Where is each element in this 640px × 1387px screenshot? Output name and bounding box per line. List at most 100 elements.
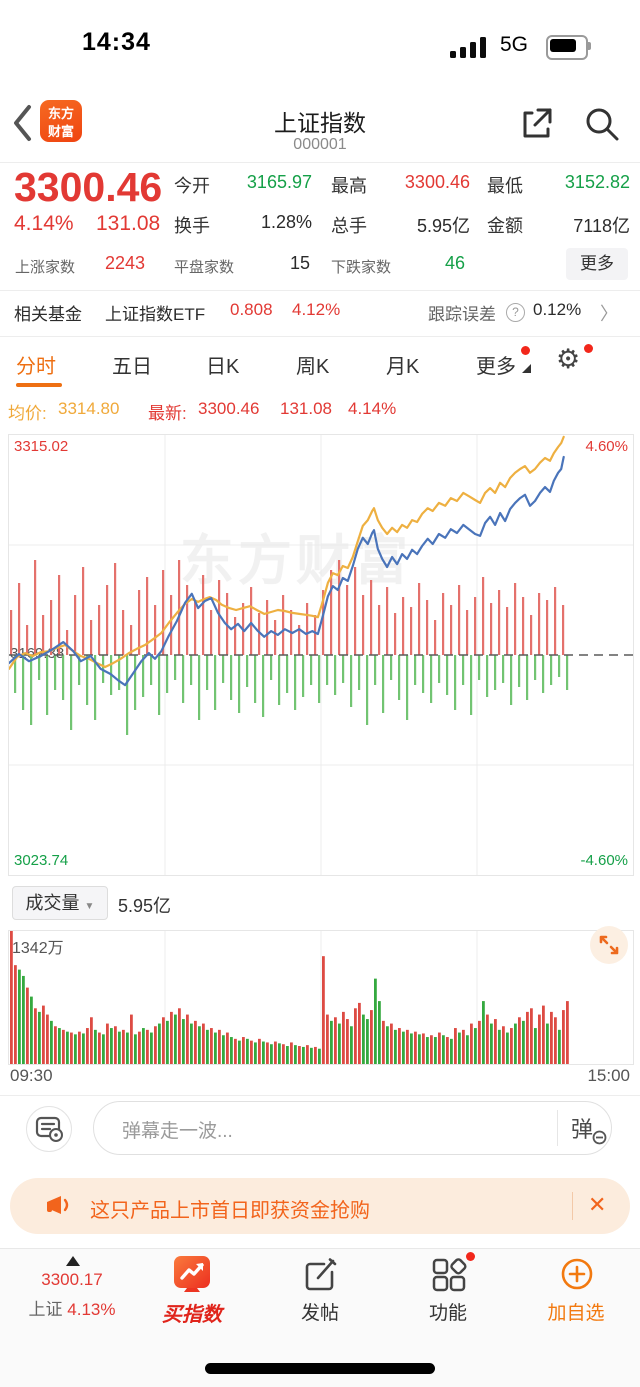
stat-label-open: 今开 xyxy=(174,176,210,196)
volume-dropdown-arrow-icon: ▼ xyxy=(84,901,95,912)
close-icon[interactable]: ✕ xyxy=(588,1192,607,1217)
nav-index-name: 上证 xyxy=(28,1300,63,1319)
features-badge xyxy=(466,1252,475,1261)
features-icon[interactable] xyxy=(430,1256,468,1294)
related-fund-price: 0.808 xyxy=(230,300,273,319)
unchanged-label: 平盘家数 xyxy=(174,259,235,276)
volume-chart[interactable] xyxy=(8,930,634,1065)
decliners-label: 下跌家数 xyxy=(331,259,392,276)
unchanged-count: 15 xyxy=(290,253,311,273)
stat-value-high: 3300.46 xyxy=(404,172,470,192)
tab-monthly-k[interactable]: 月K xyxy=(386,356,420,378)
change-percent: 4.14% xyxy=(14,212,74,235)
chevron-right-icon[interactable]: 〉 xyxy=(600,304,618,324)
last-price-label: 最新: xyxy=(148,404,187,423)
nav-index-price[interactable]: 3300.17 xyxy=(41,1270,103,1289)
stat-label-turnover: 换手 xyxy=(174,216,210,236)
tab-daily-k[interactable]: 日K xyxy=(206,356,240,378)
page-title: 上证指数 xyxy=(274,110,366,136)
stat-label-amount: 金额 xyxy=(487,216,523,236)
battery-tip xyxy=(588,42,591,50)
stat-value-amount: 7118亿 xyxy=(573,216,630,236)
advancers-label: 上涨家数 xyxy=(15,259,76,276)
stock-code: 000001 xyxy=(293,136,347,153)
divider xyxy=(0,162,640,163)
change-value: 131.08 xyxy=(96,212,161,235)
stat-label-volume: 总手 xyxy=(331,216,367,236)
divider xyxy=(0,1095,640,1096)
advancers-count: 2243 xyxy=(105,253,146,273)
add-watchlist-icon[interactable] xyxy=(559,1256,595,1292)
banner-text: 这只产品上市首日即获资金抢购 xyxy=(90,1200,370,1222)
back-button[interactable] xyxy=(12,104,34,142)
x-axis-start: 09:30 xyxy=(10,1066,53,1085)
eastmoney-logo-icon[interactable]: 东方 财富 xyxy=(40,100,82,142)
avg-price-value: 3314.80 xyxy=(58,399,120,418)
nav-features[interactable]: 功能 xyxy=(428,1303,467,1324)
divider xyxy=(0,336,640,337)
megaphone-icon xyxy=(44,1192,74,1220)
divider xyxy=(572,1192,573,1220)
nav-add-watchlist[interactable]: 加自选 xyxy=(547,1303,605,1324)
related-fund-name[interactable]: 上证指数ETF xyxy=(105,305,206,324)
last-change-value: 131.08 xyxy=(280,399,332,418)
comment-placeholder: 弹幕走一波... xyxy=(122,1121,233,1142)
gear-icon[interactable]: ⚙ xyxy=(556,344,581,374)
comment-input[interactable] xyxy=(93,1101,612,1155)
chart-max-label: 3315.02 xyxy=(14,438,69,455)
tracking-error-label: 跟踪误差 xyxy=(428,305,496,324)
battery-icon xyxy=(546,35,588,60)
tab-minute[interactable]: 分时 xyxy=(16,356,56,378)
post-icon[interactable] xyxy=(302,1256,340,1294)
volume-max-label: 1342万 xyxy=(12,940,64,957)
tab-weekly-k[interactable]: 周K xyxy=(296,356,330,378)
stat-label-low: 最低 xyxy=(487,176,523,196)
danmaku-send-button[interactable]: 弹 xyxy=(571,1117,594,1142)
nav-index-row[interactable]: 上证 4.13% xyxy=(14,1295,130,1320)
related-fund-pct: 4.12% xyxy=(292,300,341,319)
stat-value-turnover: 1.28% xyxy=(260,212,312,232)
nav-index-pct: 4.13% xyxy=(67,1300,116,1319)
decliners-count: 46 xyxy=(445,253,466,273)
search-icon[interactable] xyxy=(584,106,620,142)
danmaku-settings-icon[interactable] xyxy=(26,1106,72,1152)
network-type: 5G xyxy=(500,33,529,56)
buy-index-icon[interactable] xyxy=(170,1254,214,1296)
home-indicator[interactable] xyxy=(205,1363,435,1374)
tab-more[interactable]: 更多 xyxy=(476,356,516,378)
more-tab-badge xyxy=(521,346,530,355)
question-icon[interactable]: ? xyxy=(506,303,525,322)
related-fund-label: 相关基金 xyxy=(14,305,82,324)
volume-selector-button[interactable]: 成交量 ▼ xyxy=(12,886,108,920)
settings-badge xyxy=(584,344,593,353)
stat-label-high: 最高 xyxy=(331,176,367,196)
stat-value-volume: 5.95亿 xyxy=(416,216,470,236)
current-price: 3300.46 xyxy=(14,164,163,210)
chart-max-pct: 4.60% xyxy=(585,438,628,455)
stat-value-open: 3165.97 xyxy=(246,172,312,192)
status-time: 14:34 xyxy=(82,28,151,56)
tab-5day[interactable]: 五日 xyxy=(112,356,152,378)
divider xyxy=(557,1110,558,1146)
price-chart[interactable] xyxy=(8,434,634,876)
last-change-pct: 4.14% xyxy=(348,399,397,418)
nav-post[interactable]: 发帖 xyxy=(300,1303,339,1324)
tracking-error-value: 0.12% xyxy=(533,300,582,319)
expand-icon[interactable] xyxy=(590,926,628,964)
promo-banner[interactable] xyxy=(10,1178,630,1234)
danmaku-off-icon xyxy=(592,1130,607,1145)
chart-min-pct: -4.60% xyxy=(580,852,628,869)
avg-price-label: 均价: xyxy=(8,404,47,423)
up-triangle-icon xyxy=(66,1256,80,1266)
nav-buy-index[interactable]: 买指数 xyxy=(162,1304,222,1326)
last-price-value: 3300.46 xyxy=(198,399,260,418)
divider xyxy=(0,290,640,291)
signal-icon xyxy=(450,37,490,59)
active-tab-underline xyxy=(16,383,62,387)
more-dropdown-triangle-icon xyxy=(522,364,531,373)
chart-min-label: 3023.74 xyxy=(14,852,69,869)
more-stats-button[interactable]: 更多 xyxy=(566,248,628,280)
share-icon[interactable] xyxy=(518,106,554,142)
x-axis-end: 15:00 xyxy=(587,1066,630,1085)
